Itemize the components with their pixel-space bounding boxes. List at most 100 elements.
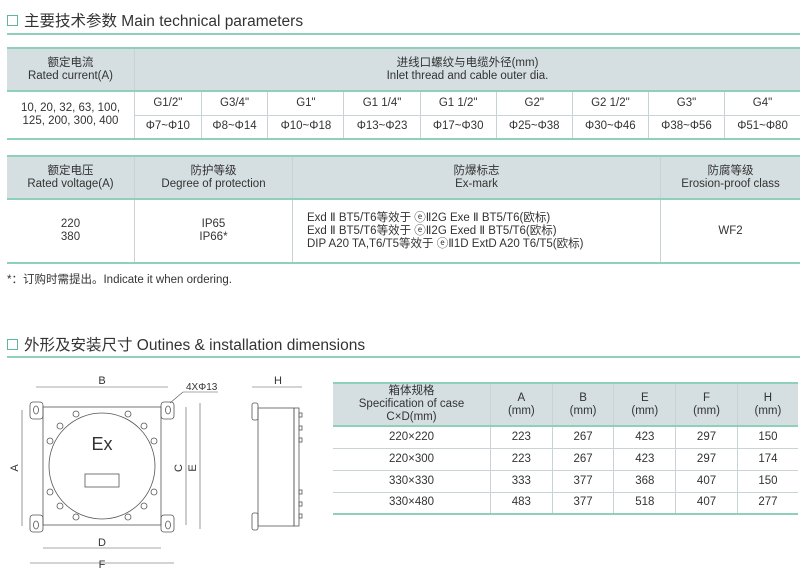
voltage-protection-table: 额定电压 Rated voltage(A) 防护等级 Degree of protec… <box>7 155 800 264</box>
thread-size: G1" <box>267 90 345 116</box>
table-cell: 423 <box>613 425 677 449</box>
label-e: E <box>187 464 199 471</box>
header-col-h: H (mm) <box>736 382 798 427</box>
table-row: 220×300 223 267 423 297 174 <box>333 447 798 471</box>
protection-degree: IP65 IP66* <box>134 198 293 264</box>
label-d: D <box>98 537 106 549</box>
header-erosion: 防腐等级 Erosion-proof class <box>660 155 800 200</box>
col-unit: (mm) <box>693 404 720 417</box>
section-title-dimensions: 外形及安装尺寸 Outines & installation dimension… <box>7 333 365 355</box>
outline-drawing: B D F H 4XΦ13 A C E Ex <box>9 375 303 570</box>
table-cell: 220×300 <box>333 447 491 471</box>
dimensions-table: 箱体规格 Specification of case C×D(mm) A (mm) B (m… <box>333 382 798 515</box>
cable-diameter: Φ17~Φ30 <box>419 114 497 140</box>
checkbox-square-icon <box>7 14 18 26</box>
table-row: 220×220 223 267 423 297 150 <box>333 425 798 449</box>
header-en: Rated voltage(A) <box>27 177 114 190</box>
header-inlet-thread: 进线口螺纹与电缆外径(mm) Inlet thread and cable out… <box>134 47 800 92</box>
bolt-holes <box>46 410 158 521</box>
header-rated-current: 额定电流 Rated current(A) <box>7 47 135 92</box>
label-b: B <box>98 375 105 387</box>
thread-size: G3/4" <box>200 90 269 116</box>
thread-size: G4" <box>724 90 800 116</box>
divider <box>7 33 800 35</box>
header-exmark: 防爆标志 Ex-mark <box>292 155 661 200</box>
table-cell: 150 <box>736 469 798 493</box>
col-name: E <box>640 391 649 404</box>
mounting-lugs <box>29 401 175 533</box>
cable-diameter: Φ13~Φ23 <box>343 114 421 140</box>
header-protection: 防护等级 Degree of protection <box>134 155 293 200</box>
header-voltage: 额定电压 Rated voltage(A) <box>7 155 135 200</box>
cable-diameter: Φ25~Φ38 <box>495 114 573 140</box>
current-thread-table: 额定电流 Rated current(A) 进线口螺纹与电缆外径(mm) Inlet … <box>7 47 800 140</box>
header-en: Degree of protection <box>161 177 266 190</box>
header-col-f: F (mm) <box>675 382 738 427</box>
ex-mark: Exd Ⅱ BT5/T6等效于 ⓔⅡ2G Exe Ⅱ BT5/T6(欧标) Exd… <box>292 198 661 264</box>
table-cell: 407 <box>675 491 738 515</box>
header-spec: 箱体规格 Specification of case C×D(mm) <box>333 382 491 427</box>
cable-diameter: Φ10~Φ18 <box>267 114 345 140</box>
header-cn: 防护等级 <box>190 164 237 177</box>
col-unit: (mm) <box>631 404 659 417</box>
table-cell: 223 <box>490 447 553 471</box>
cable-diameter: Φ8~Φ14 <box>200 114 269 140</box>
col-unit: (mm) <box>754 404 782 417</box>
checkbox-square-icon <box>7 338 18 350</box>
thread-size: G3" <box>647 90 726 116</box>
cable-diameter: Φ7~Φ10 <box>134 114 202 140</box>
table-cell: 377 <box>551 491 615 515</box>
table-cell: 423 <box>613 447 677 471</box>
ex-label: Ex <box>91 434 112 454</box>
order-note: *：订购时需提出。Indicate it when ordering. <box>7 274 232 286</box>
label-f: F <box>99 559 106 570</box>
section-title-main-parameters: 主要技术参数 Main technical parameters <box>7 9 303 31</box>
table-row: 330×330 333 377 368 407 150 <box>333 469 798 493</box>
col-name: H <box>763 391 773 404</box>
label-a: A <box>9 464 21 472</box>
header-col-b: B (mm) <box>551 382 615 427</box>
cable-diameter: Φ38~Φ56 <box>647 114 726 140</box>
header-col-a: A (mm) <box>490 382 553 427</box>
label-c: C <box>173 464 185 472</box>
col-unit: (mm) <box>569 404 597 417</box>
case-front <box>42 406 162 526</box>
thread-size: G1 1/4" <box>343 90 421 116</box>
table-cell: 368 <box>613 469 677 493</box>
header-en: Ex-mark <box>455 177 498 190</box>
header-col-e: E (mm) <box>613 382 677 427</box>
dimension-lines <box>21 386 302 564</box>
table-cell: 330×330 <box>333 469 491 493</box>
table-cell: 483 <box>490 491 553 515</box>
label-holes: 4XΦ13 <box>186 382 218 393</box>
table-cell: 277 <box>736 491 798 515</box>
table-cell: 223 <box>490 425 553 449</box>
table-cell: 518 <box>613 491 677 515</box>
table-cell: 330×480 <box>333 491 491 515</box>
header-cn: 额定电压 <box>47 164 94 177</box>
col-name: B <box>579 391 587 404</box>
table-cell: 220×220 <box>333 425 491 449</box>
thread-size: G2 1/2" <box>571 90 649 116</box>
header-cn: 防爆标志 <box>453 164 500 177</box>
rated-current-values: 10, 20, 32, 63, 100, 125, 200, 300, 400 <box>7 90 135 140</box>
label-h: H <box>274 375 282 387</box>
col-unit: (mm) <box>507 404 535 417</box>
table-cell: 150 <box>736 425 798 449</box>
thread-size: G1 1/2" <box>419 90 497 116</box>
divider <box>7 356 800 358</box>
table-cell: 174 <box>736 447 798 471</box>
cable-diameter: Φ51~Φ80 <box>724 114 800 140</box>
table-cell: 297 <box>675 425 738 449</box>
cable-diameter: Φ30~Φ46 <box>571 114 649 140</box>
case-side <box>251 402 303 531</box>
table-cell: 377 <box>551 469 615 493</box>
header-cn: 防腐等级 <box>707 164 754 177</box>
window <box>84 473 120 488</box>
table-cell: 267 <box>551 425 615 449</box>
thread-size: G2" <box>495 90 573 116</box>
cover-circle <box>48 412 156 520</box>
table-cell: 333 <box>490 469 553 493</box>
table-cell: 267 <box>551 447 615 471</box>
erosion-class: WF2 <box>660 198 800 264</box>
